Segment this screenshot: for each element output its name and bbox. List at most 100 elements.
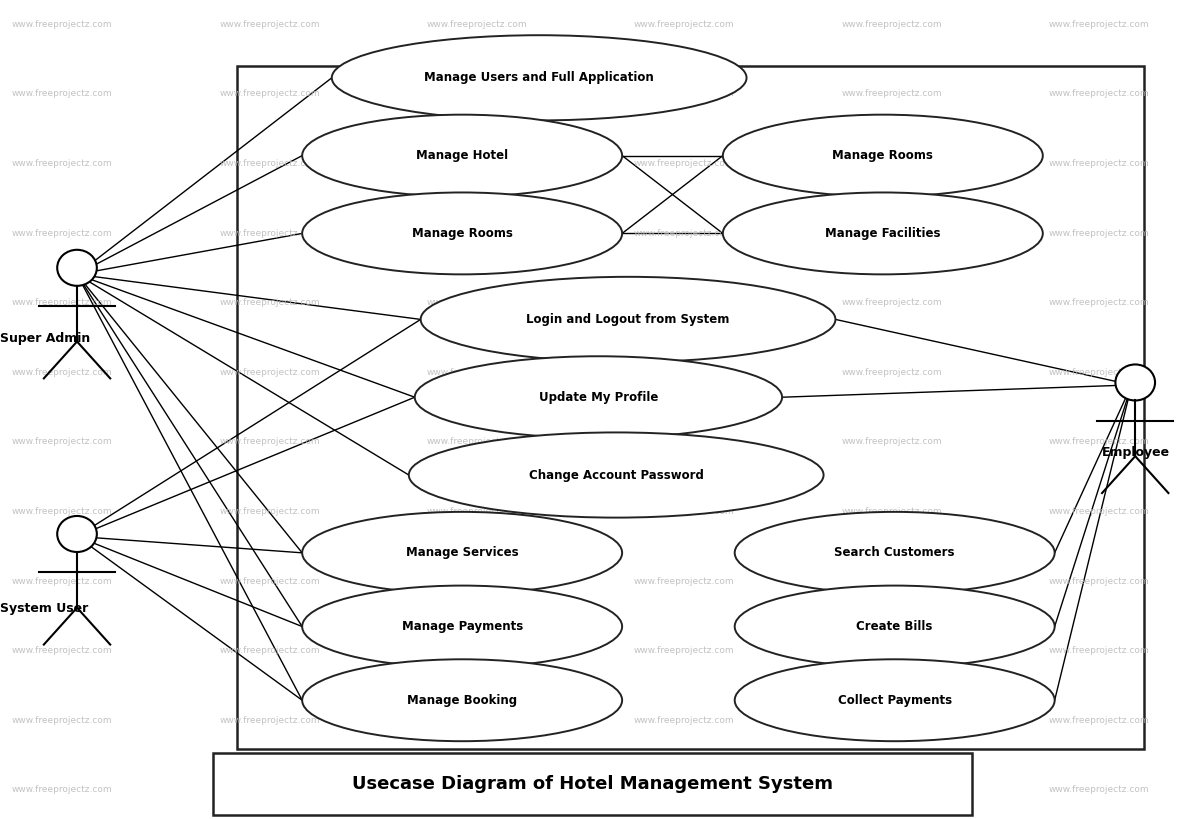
Text: www.freeprojectz.com: www.freeprojectz.com: [427, 368, 527, 377]
Text: www.freeprojectz.com: www.freeprojectz.com: [427, 20, 527, 29]
Text: www.freeprojectz.com: www.freeprojectz.com: [12, 20, 113, 29]
Text: www.freeprojectz.com: www.freeprojectz.com: [1049, 229, 1149, 238]
Text: www.freeprojectz.com: www.freeprojectz.com: [841, 785, 942, 794]
Ellipse shape: [409, 432, 824, 518]
Text: www.freeprojectz.com: www.freeprojectz.com: [219, 646, 320, 655]
Text: www.freeprojectz.com: www.freeprojectz.com: [1049, 785, 1149, 794]
Text: www.freeprojectz.com: www.freeprojectz.com: [634, 577, 735, 586]
Text: www.freeprojectz.com: www.freeprojectz.com: [12, 89, 113, 98]
Text: Manage Rooms: Manage Rooms: [832, 149, 934, 162]
Text: www.freeprojectz.com: www.freeprojectz.com: [1049, 159, 1149, 168]
Text: www.freeprojectz.com: www.freeprojectz.com: [1049, 437, 1149, 446]
Text: www.freeprojectz.com: www.freeprojectz.com: [219, 716, 320, 725]
Text: Change Account Password: Change Account Password: [529, 468, 704, 482]
Text: www.freeprojectz.com: www.freeprojectz.com: [219, 89, 320, 98]
Text: www.freeprojectz.com: www.freeprojectz.com: [634, 159, 735, 168]
Ellipse shape: [421, 277, 835, 362]
Text: www.freeprojectz.com: www.freeprojectz.com: [841, 89, 942, 98]
Text: www.freeprojectz.com: www.freeprojectz.com: [12, 785, 113, 794]
Text: Manage Payments: Manage Payments: [402, 620, 523, 633]
Text: Update My Profile: Update My Profile: [539, 391, 658, 404]
Text: www.freeprojectz.com: www.freeprojectz.com: [219, 229, 320, 238]
FancyBboxPatch shape: [213, 753, 972, 815]
Text: Manage Booking: Manage Booking: [408, 694, 517, 707]
Text: www.freeprojectz.com: www.freeprojectz.com: [427, 716, 527, 725]
Ellipse shape: [57, 250, 97, 286]
Text: www.freeprojectz.com: www.freeprojectz.com: [841, 437, 942, 446]
Ellipse shape: [735, 512, 1055, 594]
Text: Login and Logout from System: Login and Logout from System: [526, 313, 730, 326]
Text: www.freeprojectz.com: www.freeprojectz.com: [427, 159, 527, 168]
Text: www.freeprojectz.com: www.freeprojectz.com: [219, 298, 320, 307]
Ellipse shape: [735, 586, 1055, 667]
Text: www.freeprojectz.com: www.freeprojectz.com: [634, 20, 735, 29]
Text: www.freeprojectz.com: www.freeprojectz.com: [12, 159, 113, 168]
Text: www.freeprojectz.com: www.freeprojectz.com: [1049, 716, 1149, 725]
Text: www.freeprojectz.com: www.freeprojectz.com: [634, 716, 735, 725]
Text: www.freeprojectz.com: www.freeprojectz.com: [427, 507, 527, 516]
FancyBboxPatch shape: [237, 66, 1144, 749]
Ellipse shape: [302, 512, 622, 594]
Text: www.freeprojectz.com: www.freeprojectz.com: [427, 298, 527, 307]
Text: www.freeprojectz.com: www.freeprojectz.com: [427, 577, 527, 586]
Text: www.freeprojectz.com: www.freeprojectz.com: [634, 646, 735, 655]
Ellipse shape: [1115, 364, 1155, 400]
Text: www.freeprojectz.com: www.freeprojectz.com: [841, 716, 942, 725]
Text: www.freeprojectz.com: www.freeprojectz.com: [841, 298, 942, 307]
Text: www.freeprojectz.com: www.freeprojectz.com: [219, 437, 320, 446]
Text: System User: System User: [0, 602, 88, 615]
Text: www.freeprojectz.com: www.freeprojectz.com: [1049, 646, 1149, 655]
Text: www.freeprojectz.com: www.freeprojectz.com: [427, 229, 527, 238]
Text: www.freeprojectz.com: www.freeprojectz.com: [12, 368, 113, 377]
Text: www.freeprojectz.com: www.freeprojectz.com: [1049, 20, 1149, 29]
Text: Usecase Diagram of Hotel Management System: Usecase Diagram of Hotel Management Syst…: [352, 776, 833, 793]
Text: www.freeprojectz.com: www.freeprojectz.com: [841, 368, 942, 377]
Text: Employee: Employee: [1102, 446, 1170, 459]
Text: Manage Users and Full Application: Manage Users and Full Application: [424, 71, 654, 84]
Text: www.freeprojectz.com: www.freeprojectz.com: [12, 577, 113, 586]
Ellipse shape: [735, 659, 1055, 741]
Text: www.freeprojectz.com: www.freeprojectz.com: [219, 577, 320, 586]
Text: www.freeprojectz.com: www.freeprojectz.com: [634, 785, 735, 794]
Text: www.freeprojectz.com: www.freeprojectz.com: [634, 298, 735, 307]
Ellipse shape: [332, 35, 747, 120]
Text: www.freeprojectz.com: www.freeprojectz.com: [1049, 577, 1149, 586]
Text: www.freeprojectz.com: www.freeprojectz.com: [219, 785, 320, 794]
Text: www.freeprojectz.com: www.freeprojectz.com: [427, 785, 527, 794]
Text: www.freeprojectz.com: www.freeprojectz.com: [1049, 507, 1149, 516]
Text: www.freeprojectz.com: www.freeprojectz.com: [12, 716, 113, 725]
Text: www.freeprojectz.com: www.freeprojectz.com: [12, 437, 113, 446]
Text: www.freeprojectz.com: www.freeprojectz.com: [634, 437, 735, 446]
Text: Manage Rooms: Manage Rooms: [411, 227, 513, 240]
Text: Super Admin: Super Admin: [0, 332, 90, 345]
Text: www.freeprojectz.com: www.freeprojectz.com: [12, 507, 113, 516]
Text: www.freeprojectz.com: www.freeprojectz.com: [841, 646, 942, 655]
Text: www.freeprojectz.com: www.freeprojectz.com: [634, 229, 735, 238]
Text: www.freeprojectz.com: www.freeprojectz.com: [1049, 298, 1149, 307]
Text: www.freeprojectz.com: www.freeprojectz.com: [219, 159, 320, 168]
Text: Create Bills: Create Bills: [857, 620, 933, 633]
Text: www.freeprojectz.com: www.freeprojectz.com: [634, 89, 735, 98]
Text: Manage Hotel: Manage Hotel: [416, 149, 508, 162]
Text: www.freeprojectz.com: www.freeprojectz.com: [427, 437, 527, 446]
Text: www.freeprojectz.com: www.freeprojectz.com: [841, 159, 942, 168]
Text: www.freeprojectz.com: www.freeprojectz.com: [12, 298, 113, 307]
Text: www.freeprojectz.com: www.freeprojectz.com: [12, 646, 113, 655]
Ellipse shape: [723, 192, 1043, 274]
Text: www.freeprojectz.com: www.freeprojectz.com: [219, 507, 320, 516]
Ellipse shape: [415, 356, 782, 438]
Ellipse shape: [57, 516, 97, 552]
Text: www.freeprojectz.com: www.freeprojectz.com: [634, 507, 735, 516]
Text: www.freeprojectz.com: www.freeprojectz.com: [12, 229, 113, 238]
Text: www.freeprojectz.com: www.freeprojectz.com: [841, 507, 942, 516]
Text: www.freeprojectz.com: www.freeprojectz.com: [427, 646, 527, 655]
Ellipse shape: [302, 192, 622, 274]
Ellipse shape: [723, 115, 1043, 197]
Text: www.freeprojectz.com: www.freeprojectz.com: [219, 20, 320, 29]
Ellipse shape: [302, 586, 622, 667]
Ellipse shape: [302, 115, 622, 197]
Text: www.freeprojectz.com: www.freeprojectz.com: [427, 89, 527, 98]
Text: www.freeprojectz.com: www.freeprojectz.com: [1049, 368, 1149, 377]
Ellipse shape: [302, 659, 622, 741]
Text: www.freeprojectz.com: www.freeprojectz.com: [219, 368, 320, 377]
